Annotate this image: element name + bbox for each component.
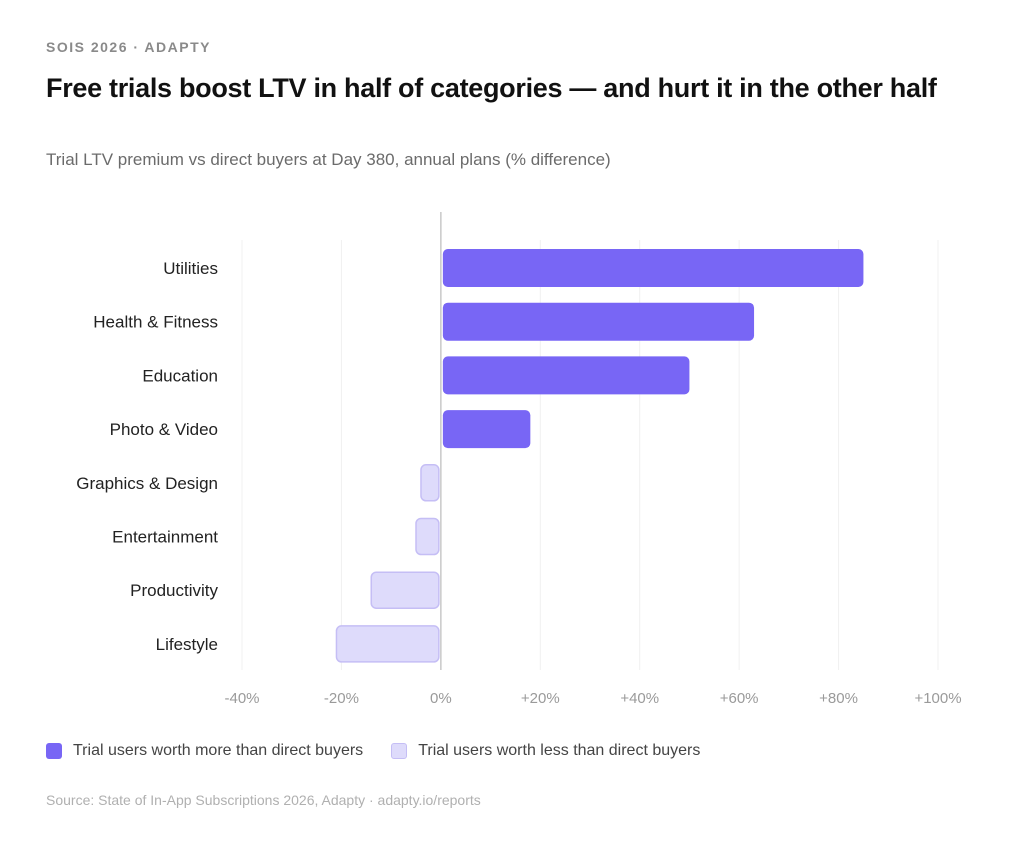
category-label: Lifestyle (156, 635, 218, 654)
chart-title: Free trials boost LTV in half of categor… (46, 73, 937, 103)
legend: Trial users worth more than direct buyer… (46, 742, 700, 760)
legend-swatch-positive (46, 743, 62, 759)
category-label: Education (142, 366, 218, 385)
bar-positive (442, 302, 755, 341)
category-label: Photo & Video (110, 420, 218, 439)
legend-item-negative: Trial users worth less than direct buyer… (391, 742, 700, 760)
x-tick-label: +80% (819, 690, 858, 707)
bar-negative (370, 571, 440, 609)
x-tick-label: +40% (620, 690, 659, 707)
x-tick-label: +60% (720, 690, 759, 707)
x-tick-label: 0% (430, 690, 452, 707)
bar-negative (335, 625, 440, 663)
eyebrow-label: SOIS 2026 · ADAPTY (46, 39, 211, 55)
category-label: Graphics & Design (76, 474, 218, 493)
legend-item-positive: Trial users worth more than direct buyer… (46, 742, 363, 760)
legend-label-negative: Trial users worth less than direct buyer… (418, 742, 701, 759)
bar-positive (442, 356, 690, 395)
bar-positive (442, 410, 531, 449)
legend-label-positive: Trial users worth more than direct buyer… (73, 742, 364, 759)
x-tick-label: -40% (224, 690, 259, 707)
category-label: Productivity (130, 581, 218, 600)
bar-negative (420, 464, 440, 502)
x-tick-label: +20% (521, 690, 560, 707)
x-tick-label: +100% (914, 690, 961, 707)
category-label: Health & Fitness (93, 313, 218, 332)
x-tick-label: -20% (324, 690, 359, 707)
bar-negative (415, 517, 440, 556)
chart-subtitle: Trial LTV premium vs direct buyers at Da… (46, 150, 611, 169)
legend-swatch-negative (391, 743, 408, 759)
category-label: Entertainment (112, 528, 218, 547)
category-label: Utilities (163, 259, 218, 278)
source-note: Source: State of In-App Subscriptions 20… (46, 792, 481, 808)
bar-positive (442, 249, 864, 287)
